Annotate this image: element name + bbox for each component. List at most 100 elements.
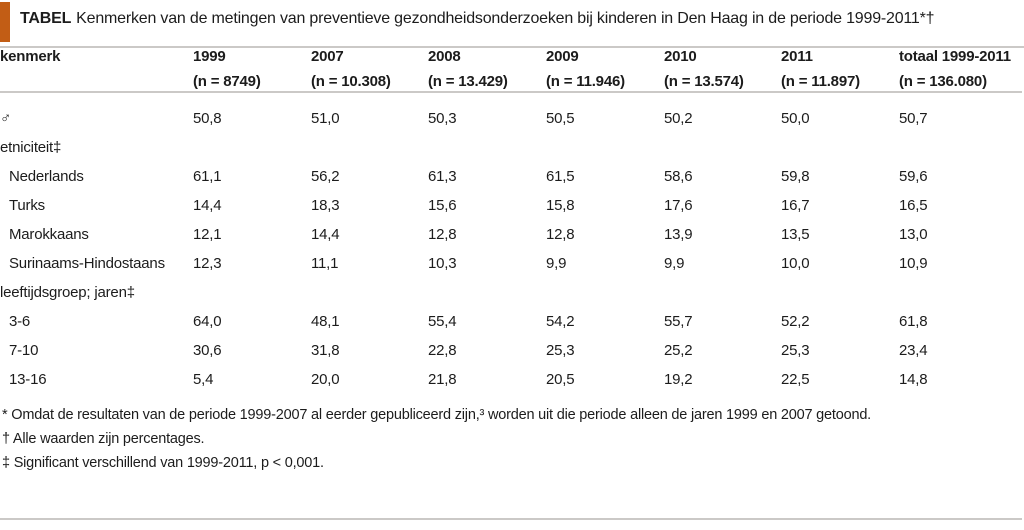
table-title-text: Kenmerken van de metingen van preventiev…	[76, 10, 935, 27]
cell-value: 61,3	[428, 168, 457, 185]
row-label: Nederlands	[9, 168, 84, 185]
cell-value	[428, 278, 546, 307]
col-header-year: 2008 (n = 13.429)	[428, 48, 546, 93]
cell-value: 9,9	[664, 255, 685, 272]
table-title: TABEL Kenmerken van de metingen van preve…	[20, 10, 935, 28]
table-row: leeftijdsgroep; jaren‡	[0, 278, 1022, 307]
cell-value: 12,8	[546, 226, 575, 243]
cell-value: 20,5	[546, 371, 575, 388]
table-title-tag: TABEL	[20, 10, 72, 27]
table-row: 13-16 5,4 20,0 21,8 20,5 19,2 22,5 14,8	[0, 365, 1022, 394]
cell-value: 50,2	[664, 110, 693, 127]
cell-value: 22,5	[781, 371, 810, 388]
cell-value: 61,8	[899, 313, 928, 330]
table-row: 3-6 64,0 48,1 55,4 54,2 55,7 52,2 61,8	[0, 307, 1022, 336]
col-header-year: totaal 1999-2011 (n = 136.080)	[899, 48, 1022, 93]
col-header-year-label: 1999	[193, 48, 226, 65]
cell-value: 64,0	[193, 313, 222, 330]
cell-value: 13,0	[899, 226, 928, 243]
cell-value: 17,6	[664, 197, 693, 214]
cell-value: 10,9	[899, 255, 928, 272]
row-label: Turks	[9, 197, 45, 214]
col-header-year-label: 2007	[311, 48, 344, 65]
col-header-year: 2010 (n = 13.574)	[664, 48, 781, 93]
footnotes: * Omdat de resultaten van de periode 199…	[2, 403, 1024, 475]
cell-value: 50,8	[193, 110, 222, 127]
cell-value: 18,3	[311, 197, 340, 214]
cell-value: 12,1	[193, 226, 222, 243]
col-header-year-label: 2008	[428, 48, 461, 65]
cell-value: 54,2	[546, 313, 575, 330]
col-header-n-label: (n = 13.574)	[664, 73, 744, 90]
bottom-rule	[0, 518, 1022, 520]
col-header-n-label: (n = 11.946)	[546, 73, 625, 90]
cell-value: 20,0	[311, 371, 340, 388]
col-header-n-label: (n = 11.897)	[781, 73, 860, 90]
cell-value: 61,1	[193, 168, 222, 185]
footnote: ‡ Significant verschillend van 1999-2011…	[2, 455, 324, 471]
cell-value: 50,0	[781, 110, 810, 127]
col-header-year-label: 2010	[664, 48, 697, 65]
cell-value: 16,5	[899, 197, 928, 214]
cell-value	[781, 278, 899, 307]
cell-value: 61,5	[546, 168, 575, 185]
cell-value: 14,4	[311, 226, 340, 243]
col-header-year: 2011 (n = 11.897)	[781, 48, 899, 93]
table-row: 7-10 30,6 31,8 22,8 25,3 25,2 25,3 23,4	[0, 336, 1022, 365]
cell-value: 10,3	[428, 255, 457, 272]
cell-value	[664, 278, 781, 307]
cell-value: 59,6	[899, 168, 928, 185]
row-label: Marokkaans	[9, 226, 89, 243]
cell-value	[899, 133, 1022, 162]
cell-value: 14,4	[193, 197, 222, 214]
cell-value: 52,2	[781, 313, 810, 330]
cell-value	[781, 133, 899, 162]
cell-value: 12,3	[193, 255, 222, 272]
row-label: leeftijdsgroep; jaren‡	[0, 284, 135, 301]
cell-value: 58,6	[664, 168, 693, 185]
cell-value	[193, 133, 311, 162]
col-header-year: 1999 (n = 8749)	[193, 48, 311, 93]
col-header-year: 2009 (n = 11.946)	[546, 48, 664, 93]
cell-value: 21,8	[428, 371, 457, 388]
cell-value: 10,0	[781, 255, 810, 272]
cell-value	[899, 278, 1022, 307]
cell-value: 13,5	[781, 226, 810, 243]
cell-value	[311, 133, 428, 162]
cell-value: 25,3	[546, 342, 575, 359]
cell-value: 12,8	[428, 226, 457, 243]
cell-value: 19,2	[664, 371, 693, 388]
cell-value: 25,3	[781, 342, 810, 359]
cell-value: 50,5	[546, 110, 575, 127]
cell-value: 51,0	[311, 110, 340, 127]
row-label: 3-6	[9, 313, 31, 330]
cell-value: 55,7	[664, 313, 693, 330]
table-row: Nederlands 61,1 56,2 61,3 61,5 58,6 59,8 59,6	[0, 162, 1022, 191]
cell-value: 14,8	[899, 371, 928, 388]
col-header-year: 2007 (n = 10.308)	[311, 48, 428, 93]
row-label: Surinaams-Hindostaans	[9, 255, 165, 272]
col-header-n-label: (n = 8749)	[193, 73, 261, 90]
cell-value: 30,6	[193, 342, 222, 359]
table-row: etniciteit‡	[0, 133, 1022, 162]
cell-value: 31,8	[311, 342, 340, 359]
table-header: kenmerk 1999 (n = 8749) 2007 (n = 10.308) 200…	[0, 48, 1022, 93]
row-label: etniciteit‡	[0, 139, 62, 156]
cell-value: 23,4	[899, 342, 928, 359]
col-header-kenmerk: kenmerk	[0, 48, 193, 93]
cell-value	[546, 133, 664, 162]
footnote: † Alle waarden zijn percentages.	[2, 431, 205, 447]
col-header-year-label: 2009	[546, 48, 579, 65]
table-header-row: kenmerk 1999 (n = 8749) 2007 (n = 10.308) 200…	[0, 48, 1022, 93]
col-header-n-label: (n = 13.429)	[428, 73, 508, 90]
col-header-n-label: (n = 136.080)	[899, 73, 987, 90]
cell-value: 55,4	[428, 313, 457, 330]
cell-value	[193, 278, 311, 307]
cell-value: 50,7	[899, 110, 928, 127]
row-label: ♂	[0, 110, 12, 127]
cell-value: 56,2	[311, 168, 340, 185]
table-row: Surinaams-Hindostaans 12,3 11,1 10,3 9,9 9,9 1…	[0, 249, 1022, 278]
cell-value: 5,4	[193, 371, 214, 388]
table-row: ♂ 50,8 51,0 50,3 50,5 50,2 50,0 50,7	[0, 92, 1022, 133]
table-body: ♂ 50,8 51,0 50,3 50,5 50,2 50,0 50,7 etniciteit‡…	[0, 92, 1022, 394]
